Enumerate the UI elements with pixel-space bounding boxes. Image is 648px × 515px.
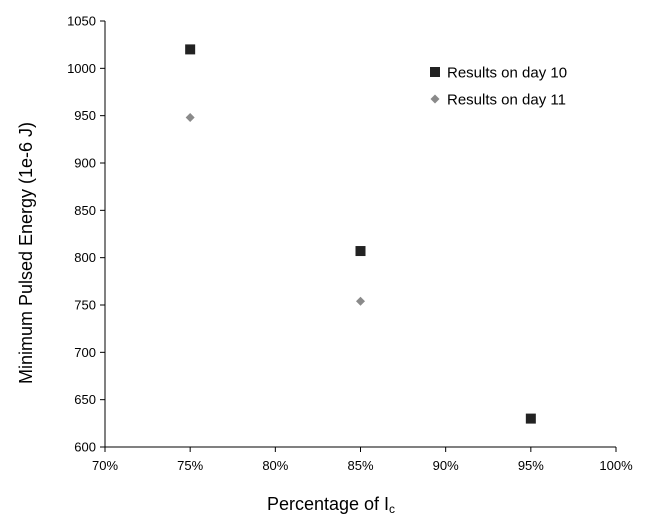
x-tick-label: 90% <box>433 458 459 473</box>
y-axis-title: Minimum Pulsed Energy (1e-6 J) <box>16 122 36 384</box>
y-tick-label: 800 <box>74 250 96 265</box>
data-points <box>185 44 536 424</box>
x-ticks: 70% 75% 80% 85% 90% 95% 100% <box>92 447 633 473</box>
data-point-square <box>185 44 196 55</box>
legend-diamond-marker <box>430 94 440 104</box>
x-tick-label: 95% <box>518 458 544 473</box>
y-tick-label: 1050 <box>67 14 96 29</box>
x-tick-label: 100% <box>599 458 633 473</box>
axes <box>104 21 616 448</box>
data-point-square <box>355 246 366 257</box>
x-tick-label: 80% <box>262 458 288 473</box>
data-point-diamond <box>356 296 365 306</box>
legend-label: Results on day 10 <box>447 65 567 82</box>
y-tick-label: 750 <box>74 298 96 313</box>
y-tick-label: 1000 <box>67 61 96 76</box>
y-tick-label: 600 <box>74 440 96 455</box>
y-tick-label: 950 <box>74 108 96 123</box>
y-ticks: 600 650 700 750 800 850 900 950 1000 1050 <box>67 14 105 455</box>
y-tick-label: 850 <box>74 203 96 218</box>
x-tick-label: 75% <box>177 458 203 473</box>
x-axis-title-subscript: c <box>389 502 395 515</box>
y-tick-label: 700 <box>74 345 96 360</box>
legend-square-marker <box>430 67 440 77</box>
y-tick-label: 900 <box>74 156 96 171</box>
data-point-square <box>525 413 536 424</box>
y-tick-label: 650 <box>74 392 96 407</box>
x-axis-title-main: Percentage of I <box>267 494 389 514</box>
x-tick-label: 85% <box>347 458 373 473</box>
x-tick-label: 70% <box>92 458 118 473</box>
data-point-diamond <box>185 113 195 123</box>
legend-label: Results on day 11 <box>447 92 566 109</box>
x-axis-title: Percentage of Ic <box>267 494 395 515</box>
legend: Results on day 10 Results on day 11 <box>430 65 567 109</box>
